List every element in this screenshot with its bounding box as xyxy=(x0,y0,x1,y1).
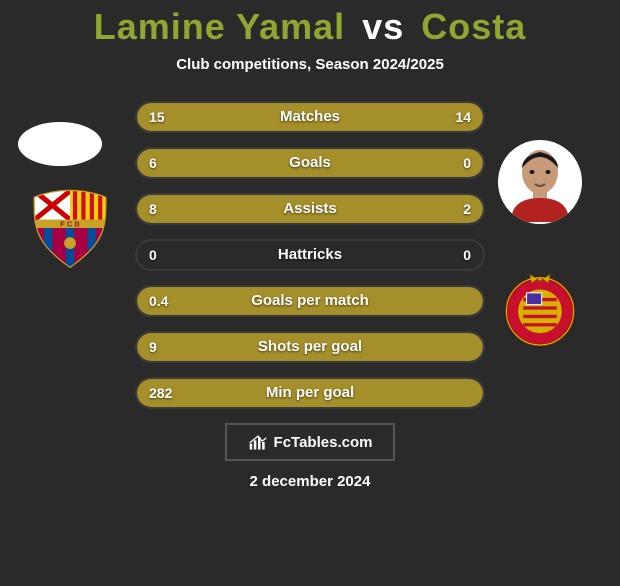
player1-name: Lamine Yamal xyxy=(94,6,345,47)
stat-value-left: 0 xyxy=(149,241,157,269)
stat-row: 0.4Goals per match xyxy=(135,285,485,317)
mallorca-crest-icon xyxy=(498,266,582,350)
rcd-mallorca-crest xyxy=(498,266,582,350)
svg-text:F C B: F C B xyxy=(60,219,80,228)
stats-list: 1514Matches 60Goals 82Assists 0 0Hattricks 0.… xyxy=(135,101,485,409)
barcelona-crest-icon: F C B xyxy=(28,186,112,270)
comparison-title: Lamine Yamal vs Costa xyxy=(0,6,620,48)
stat-value-right: 0 xyxy=(463,241,471,269)
vs-text: vs xyxy=(356,6,410,47)
player-headshot-icon xyxy=(505,142,575,222)
stat-row: 0 0Hattricks xyxy=(135,239,485,271)
stat-row: 82Assists xyxy=(135,193,485,225)
stat-bar-left xyxy=(137,379,483,407)
stat-row: 9Shots per goal xyxy=(135,331,485,363)
date-text: 2 december 2024 xyxy=(0,473,620,490)
fctables-brand-text: FcTables.com xyxy=(274,434,373,451)
subtitle: Club competitions, Season 2024/2025 xyxy=(0,56,620,73)
player1-avatar xyxy=(18,122,102,166)
stat-bar-left xyxy=(137,149,483,177)
stat-row: 1514Matches xyxy=(135,101,485,133)
fc-barcelona-crest: F C B xyxy=(28,186,112,270)
chart-bars-icon xyxy=(248,432,268,452)
stat-row: 60Goals xyxy=(135,147,485,179)
player2-avatar xyxy=(498,140,582,224)
stat-bar-left xyxy=(137,103,317,131)
stat-bar-left xyxy=(137,287,483,315)
stat-bar-right xyxy=(414,195,483,223)
stat-label: Hattricks xyxy=(137,241,483,269)
stat-bar-left xyxy=(137,195,414,223)
stat-row: 282Min per goal xyxy=(135,377,485,409)
player2-name: Costa xyxy=(421,6,526,47)
stat-bar-left xyxy=(137,333,483,361)
stat-bar-right xyxy=(317,103,483,131)
fctables-logo-box: FcTables.com xyxy=(225,423,395,461)
